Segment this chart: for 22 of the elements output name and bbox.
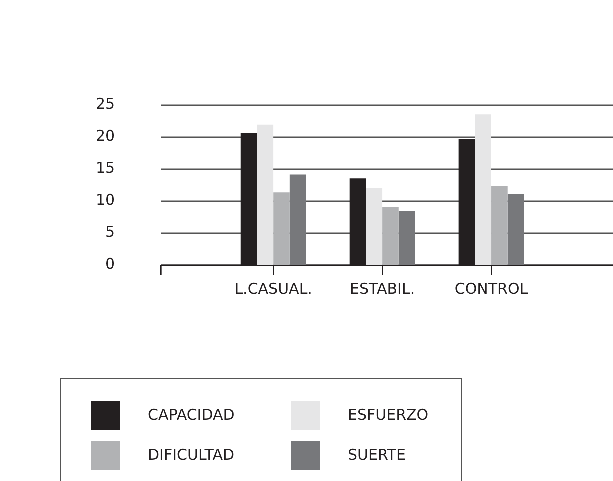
bar bbox=[475, 114, 492, 265]
bar bbox=[508, 194, 524, 265]
bar bbox=[274, 192, 290, 265]
legend-label: ESFUERZO bbox=[348, 406, 429, 424]
bar bbox=[366, 188, 383, 265]
y-tick-label: 20 bbox=[96, 126, 116, 145]
bar bbox=[398, 211, 416, 265]
y-tick-label: 0 bbox=[106, 254, 116, 273]
legend-label: DIFICULTAD bbox=[148, 446, 235, 464]
y-tick-label: 10 bbox=[96, 190, 116, 209]
y-tick-label: 15 bbox=[96, 158, 116, 177]
x-tick-label: ESTABIL. bbox=[350, 280, 416, 298]
x-tick-label: L.CASUAL. bbox=[234, 280, 312, 298]
x-tick-label: CONTROL bbox=[454, 280, 529, 298]
legend-label: SUERTE bbox=[348, 446, 406, 464]
y-tick-label: 25 bbox=[96, 94, 116, 113]
y-tick-label: 5 bbox=[106, 222, 116, 241]
bar bbox=[257, 124, 274, 265]
bar bbox=[382, 207, 399, 265]
bar bbox=[290, 174, 306, 265]
bar bbox=[492, 186, 508, 265]
legend-label: CAPACIDAD bbox=[148, 406, 235, 424]
